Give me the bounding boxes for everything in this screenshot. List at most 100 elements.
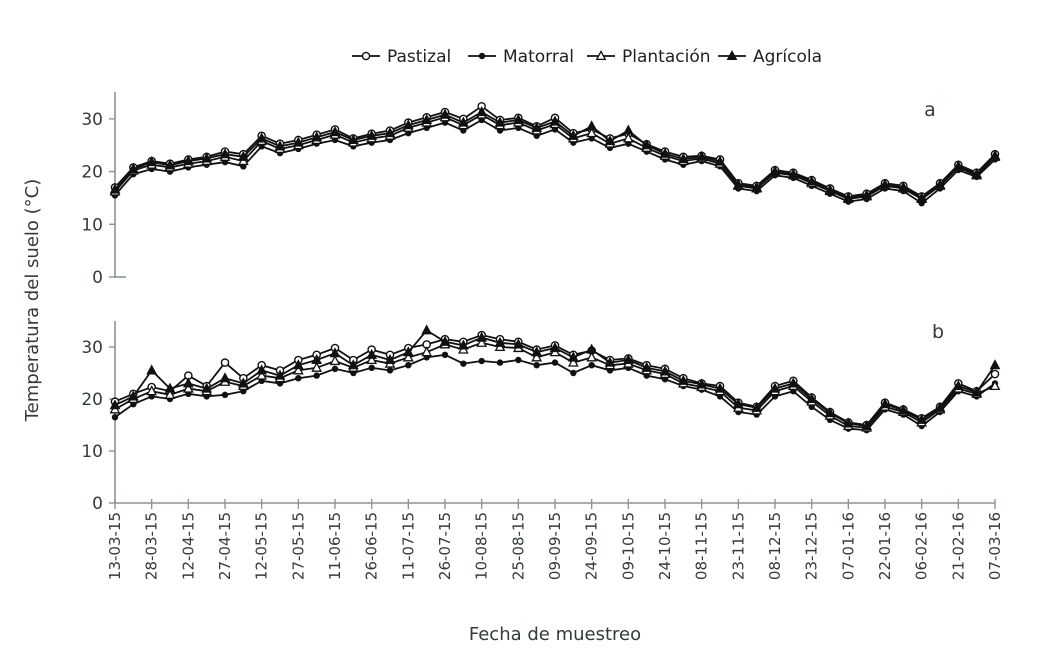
series-marker-agrícola: [806, 393, 818, 404]
series-marker-plantación: [531, 351, 543, 362]
y-tick-label: 0: [92, 494, 103, 514]
series-marker-matorral: [386, 367, 394, 374]
series-marker-agrícola: [934, 401, 946, 412]
series-marker-agrícola: [219, 148, 231, 159]
series-marker-agrícola: [751, 181, 763, 192]
series-marker-agrícola: [366, 348, 378, 359]
series-marker-agrícola: [916, 191, 928, 202]
series-marker-plantación: [311, 361, 323, 372]
series-marker-agrícola: [769, 165, 781, 176]
series-marker-matorral: [496, 359, 504, 366]
series-marker-agrícola: [329, 347, 341, 358]
series-marker-plantación: [567, 356, 579, 367]
series-marker-agrícola: [842, 191, 854, 202]
x-tick-label: 08-11-15: [693, 512, 711, 580]
series-marker-agrícola: [457, 339, 469, 350]
series-marker-matorral: [405, 362, 412, 369]
x-tick-label: 23-11-15: [729, 512, 747, 580]
series-marker-agrícola: [146, 156, 158, 167]
x-tick-label: 22-01-16: [876, 512, 894, 580]
x-tick-label: 25-08-15: [509, 512, 527, 580]
series-marker-agrícola: [329, 126, 341, 137]
series-marker-agrícola: [622, 124, 634, 135]
series-marker-agrícola: [696, 150, 708, 161]
chart-legend: Pastizal Matorral Plantación Agrícola: [352, 47, 822, 67]
series-marker-agrícola: [787, 377, 799, 388]
series-marker-agrícola: [567, 129, 579, 140]
series-marker-matorral: [441, 351, 449, 358]
x-tick-label: 27-05-15: [289, 512, 307, 580]
series-marker-agrícola: [916, 413, 928, 424]
panel-a: 0 10 20 30: [81, 92, 1001, 288]
legend-label: Plantación: [622, 47, 711, 67]
legend-label: Matorral: [503, 47, 574, 67]
series-marker-agrícola: [292, 359, 304, 370]
x-tick-label: 07-03-16: [986, 512, 1004, 580]
legend-marker-triangle-filled: [726, 50, 738, 61]
series-marker-agrícola: [256, 132, 268, 143]
x-tick-label: 11-07-15: [399, 512, 417, 580]
series-marker-agrícola: [421, 113, 433, 125]
series-marker-agrícola: [769, 382, 781, 393]
series-marker-plantación: [622, 132, 634, 143]
x-tick-label: 21-02-16: [949, 512, 967, 580]
series-marker-matorral: [221, 391, 229, 399]
x-tick-label: 07-01-16: [839, 512, 857, 580]
series-marker-agrícola: [164, 382, 176, 393]
x-tick-label: 26-06-15: [363, 512, 381, 580]
series-marker-agrícola: [952, 380, 964, 391]
series-marker-agrícola: [366, 129, 378, 140]
series-marker-agrícola: [237, 150, 249, 161]
series-marker-agrícola: [714, 155, 726, 166]
series-marker-agrícola: [384, 127, 396, 138]
series-marker-matorral: [551, 359, 559, 366]
x-axis-title: Fecha de muestreo: [469, 624, 641, 645]
series-marker-agrícola: [531, 121, 543, 132]
series-marker-agrícola: [732, 398, 744, 409]
y-tick-label: 10: [81, 442, 103, 462]
series-marker-agrícola: [824, 407, 836, 418]
series-marker-agrícola: [439, 108, 451, 119]
series-marker-matorral: [570, 369, 577, 377]
series-marker-agrícola: [274, 369, 286, 380]
series-marker-agrícola: [897, 404, 909, 415]
series-marker-agrícola: [641, 361, 653, 372]
series-marker-agrícola: [421, 324, 433, 335]
series-marker-agrícola: [677, 374, 689, 385]
x-tick-label: 26-07-15: [436, 512, 454, 580]
panel-a-label: a: [924, 99, 936, 121]
x-tick-label: 06-02-16: [913, 512, 931, 580]
series-marker-agrícola: [787, 168, 799, 179]
series-marker-agrícola: [567, 351, 579, 362]
legend-item-plantación: Plantación: [587, 47, 711, 67]
series-marker-matorral: [478, 357, 485, 365]
series-marker-agrícola: [201, 382, 213, 393]
series-marker-agrícola: [952, 160, 964, 171]
x-tick-label: 28-03-15: [143, 512, 161, 580]
series-marker-plantación: [402, 351, 414, 362]
series-line-matorral: [114, 353, 996, 432]
x-tick-label: 13-03-15: [106, 512, 124, 580]
series-marker-agrícola: [897, 181, 909, 192]
series-marker-agrícola: [476, 106, 488, 117]
series-marker-plantación: [366, 354, 378, 365]
series-marker-plantación: [586, 351, 598, 362]
y-tick-label: 30: [81, 110, 103, 130]
series-marker-agrícola: [879, 178, 891, 189]
series-marker-pastizal: [220, 358, 230, 367]
series-marker-matorral: [295, 375, 302, 382]
legend-marker-circle-open: [361, 51, 371, 61]
series-marker-matorral: [588, 362, 595, 369]
series-marker-agrícola: [604, 356, 616, 367]
series-marker-agrícola: [311, 354, 323, 365]
series-marker-agrícola: [292, 136, 304, 147]
series-marker-agrícola: [806, 175, 818, 186]
series-marker-agrícola: [109, 183, 121, 194]
x-tick-label: 12-04-15: [179, 512, 197, 580]
series-marker-agrícola: [476, 331, 488, 342]
x-tick-label: 12-05-15: [253, 512, 271, 580]
series-marker-agrícola: [549, 115, 561, 126]
series-marker-plantación: [989, 380, 1001, 391]
